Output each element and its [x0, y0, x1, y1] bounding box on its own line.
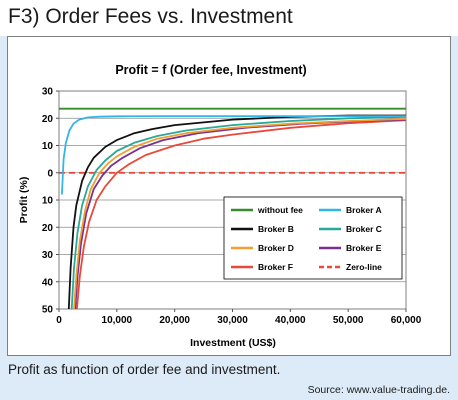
legend-label-broker-a: Broker A [346, 205, 382, 215]
chart-title: Profit = f (Order fee, Investment) [115, 63, 306, 77]
x-tick-label-3: 30,000 [217, 315, 248, 326]
legend-label-zero-line: Zero-line [346, 262, 382, 272]
x-tick-label-4: 40,000 [275, 315, 306, 326]
legend-label-broker-b: Broker B [258, 224, 294, 234]
x-tick-label-0: 0 [56, 315, 62, 326]
series-line-broker-b [67, 114, 406, 309]
legend: without fee Broker A Broker B Broker C Broke… [223, 196, 403, 280]
y-tick-label-3: 0 [47, 168, 53, 179]
x-tick-label-5: 50,000 [333, 315, 364, 326]
y-tick-label-7: 40 [42, 277, 54, 288]
y-axis-label: Profit (%) [18, 177, 30, 224]
x-tick-label-2: 20,000 [159, 315, 190, 326]
legend-label-without-fee: without fee [257, 205, 303, 215]
chart-panel: Profit = f (Order fee, Investment) 30 20 1… [7, 36, 451, 356]
profit-chart: Profit = f (Order fee, Investment) 30 20 1… [18, 63, 422, 349]
source-note: Source: www.value-trading.de. [307, 384, 450, 396]
y-tick-label-0: 30 [42, 87, 54, 98]
y-tick-label-4: 10 [42, 196, 54, 207]
series-line-broker-c [70, 116, 406, 309]
page-title: F3) Order Fees vs. Investment [8, 5, 293, 28]
legend-label-broker-c: Broker C [346, 224, 382, 234]
x-tick-label-1: 10,000 [102, 315, 133, 326]
legend-label-broker-e: Broker E [346, 243, 382, 253]
y-tick-label-8: 50 [42, 305, 54, 316]
series-line-broker-d [73, 117, 406, 309]
series-line-broker-f [76, 119, 406, 309]
y-tick-label-5: 20 [42, 223, 54, 234]
legend-label-broker-d: Broker D [258, 243, 294, 253]
y-tick-label-6: 30 [42, 250, 54, 261]
y-tick-label-2: 10 [42, 141, 54, 152]
legend-box [223, 196, 403, 280]
y-tick-label-1: 20 [42, 114, 54, 125]
figure-caption: Profit as function of order fee and inve… [8, 362, 281, 377]
legend-label-broker-f: Broker F [258, 262, 293, 272]
series-lines [59, 107, 406, 309]
series-line-broker-a [61, 115, 406, 195]
title-bar: F3) Order Fees vs. Investment [0, 0, 458, 36]
x-axis-label: Investment (US$) [190, 337, 276, 349]
x-tick-label-6: 60,000 [391, 315, 422, 326]
